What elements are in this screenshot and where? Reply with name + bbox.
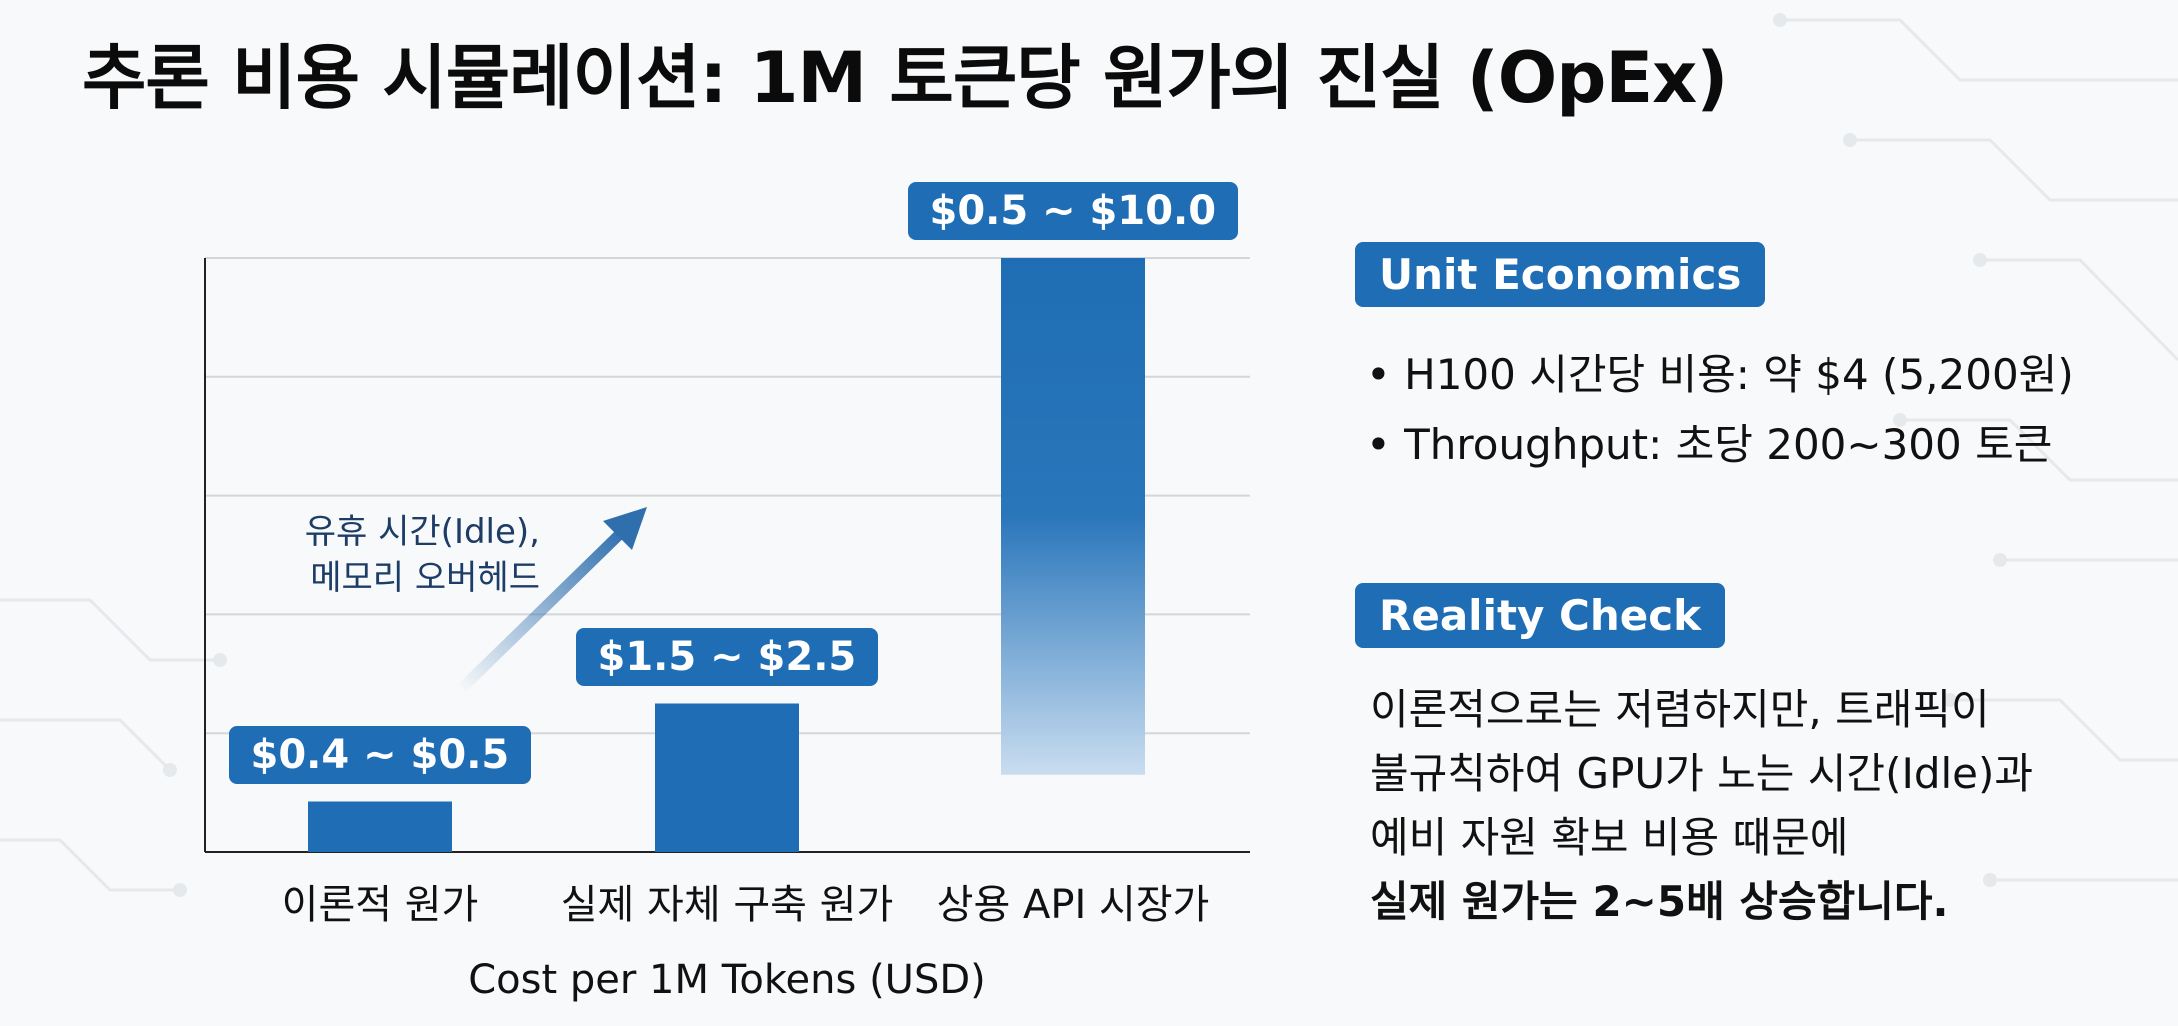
reality-check-heading: Reality Check <box>1355 583 1726 648</box>
x-tick-label-2: 실제 자체 구축 원가 <box>561 882 894 928</box>
reality-conclusion: 실제 원가는 2~5배 상승합니다. <box>1370 877 1949 926</box>
x-axis-label: Cost per 1M Tokens (USD) <box>468 957 986 1003</box>
data-label-2: $1.5 ~ $2.5 <box>575 627 879 686</box>
x-tick-label-3: 상용 API 시장가 <box>937 882 1210 928</box>
unit-economics-list: H100 시간당 비용: 약 $4 (5,200원) Throughput: 초… <box>1366 340 2074 480</box>
bar-1 <box>308 801 452 852</box>
bar-2 <box>655 703 799 852</box>
data-label-3: $0.5 ~ $10.0 <box>907 182 1239 240</box>
bar-3 <box>1001 258 1145 775</box>
data-label-1: $0.4 ~ $0.5 <box>228 725 532 784</box>
annotation-line-2: 메모리 오버헤드 <box>310 558 540 598</box>
bullet-throughput: Throughput: 초당 200~300 토큰 <box>1366 410 2074 480</box>
bullet-h100-cost: H100 시간당 비용: 약 $4 (5,200원) <box>1366 340 2074 410</box>
reality-check-text: 이론적으로는 저렴하지만, 트래픽이 불규칙하여 GPU가 노는 시간(Idle… <box>1370 678 2033 934</box>
page-title: 추론 비용 시뮬레이션: 1M 토큰당 원가의 진실 (OpEx) <box>82 37 1728 119</box>
reality-line-3: 예비 자원 확보 비용 때문에 <box>1370 813 1849 862</box>
annotation-line-1: 유휴 시간(Idle), <box>305 512 540 552</box>
x-tick-label-1: 이론적 원가 <box>282 882 479 928</box>
idle-overhead-arrow <box>454 507 647 696</box>
reality-line-2: 불규칙하여 GPU가 노는 시간(Idle)과 <box>1370 749 2034 798</box>
reality-line-1: 이론적으로는 저렴하지만, 트래픽이 <box>1370 685 1990 734</box>
unit-economics-heading: Unit Economics <box>1355 242 1766 307</box>
